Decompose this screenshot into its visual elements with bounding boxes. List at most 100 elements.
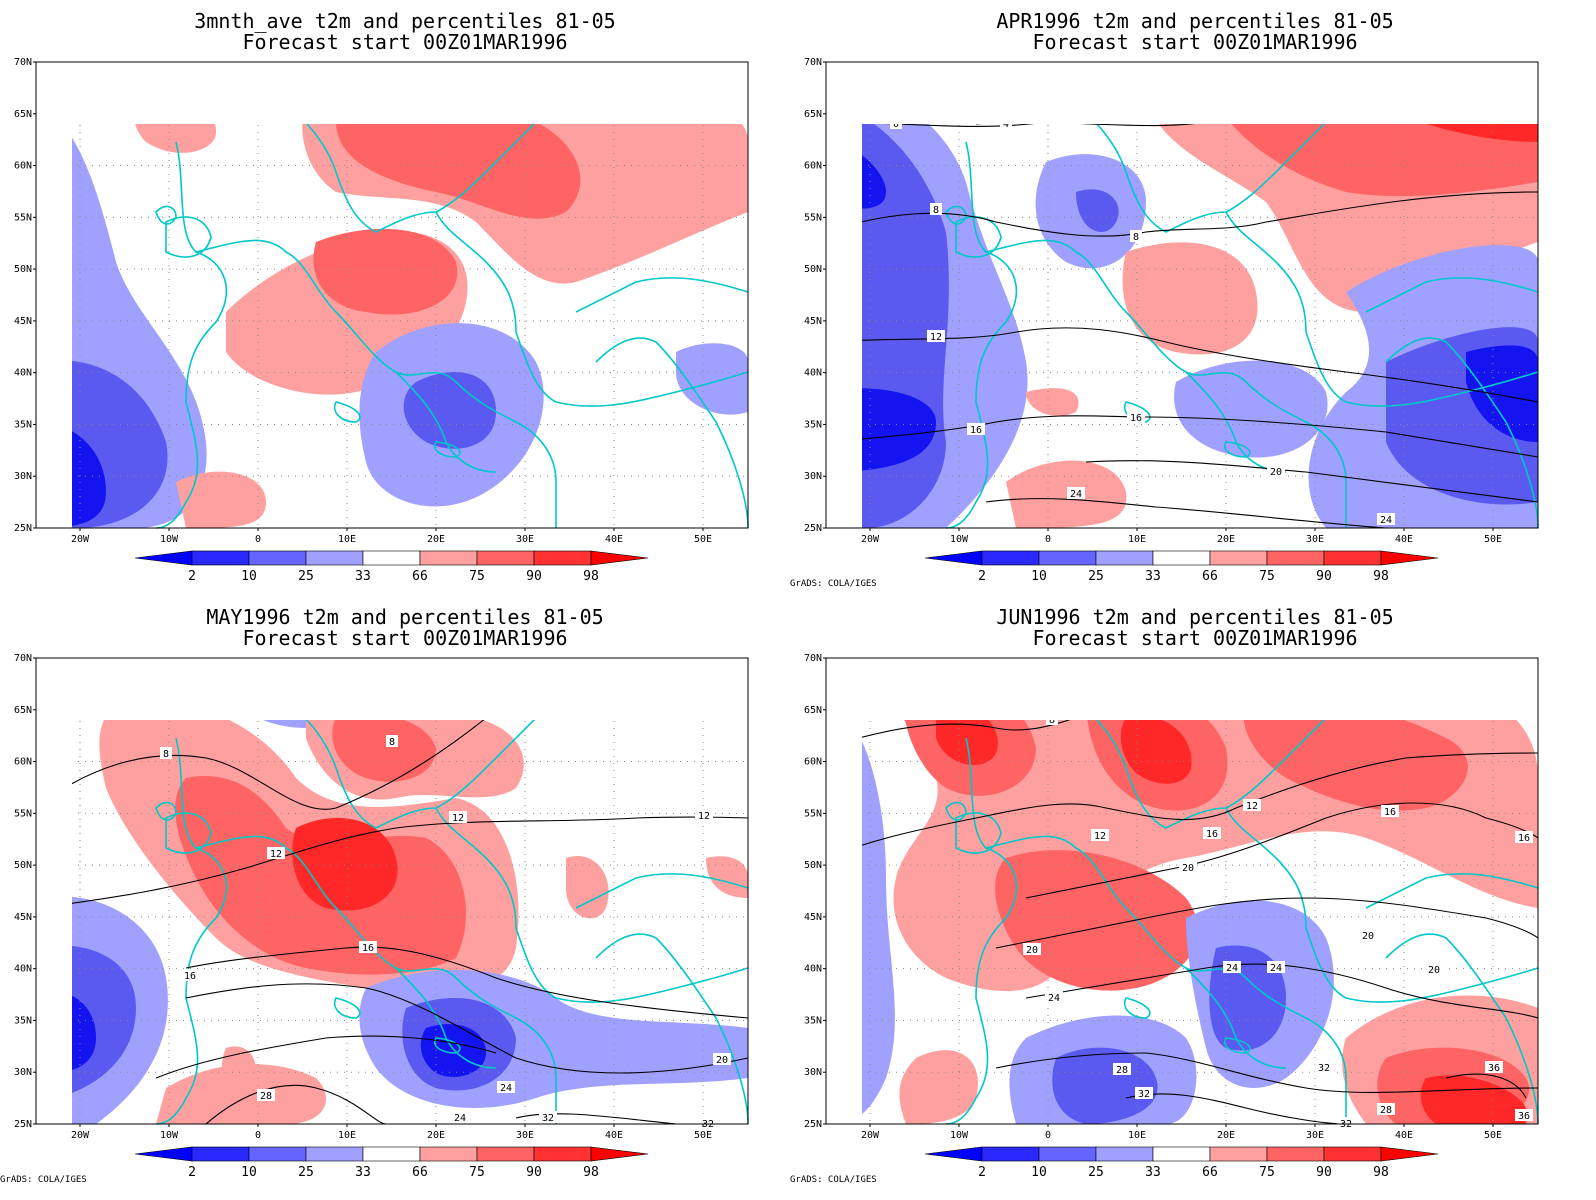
panel-title-line1: APR1996 t2m and percentiles 81-05 bbox=[996, 9, 1393, 33]
lat-tick-label: 25N bbox=[804, 1119, 822, 1130]
coastlines bbox=[945, 124, 1539, 529]
lat-tick-label: 40N bbox=[804, 368, 822, 379]
percentile-shading bbox=[1466, 345, 1538, 442]
panel-title-line2: Forecast start 00Z01MAR1996 bbox=[242, 626, 567, 650]
temperature-contours: 44881212121616242024283232 bbox=[72, 720, 749, 1130]
colorbar-label: 2 bbox=[188, 1165, 196, 1180]
svg-text:8: 8 bbox=[163, 749, 169, 760]
colorbar-segment bbox=[1095, 550, 1154, 566]
colorbar-segment bbox=[191, 550, 250, 566]
percentile-shading bbox=[676, 343, 748, 415]
svg-text:16: 16 bbox=[1206, 829, 1218, 840]
lon-tick-label: 20E bbox=[427, 534, 445, 545]
coastline bbox=[1225, 211, 1539, 407]
colorbar-label: 10 bbox=[1031, 1165, 1047, 1180]
coastline bbox=[945, 141, 1018, 529]
contour-label: 12 bbox=[695, 809, 713, 822]
coastline bbox=[1365, 277, 1539, 313]
map-frame bbox=[35, 61, 749, 529]
lon-tick-label: 50E bbox=[1484, 1130, 1502, 1141]
colorbar-arrow-left bbox=[134, 550, 193, 566]
colorbar-segment bbox=[1038, 1146, 1097, 1162]
colorbar-segment bbox=[1038, 550, 1097, 566]
coastline bbox=[575, 873, 749, 909]
colorbar-label: 90 bbox=[1316, 1165, 1332, 1180]
svg-text:12: 12 bbox=[1094, 831, 1106, 842]
contour-label: 36 bbox=[1485, 1061, 1503, 1074]
colorbar-segment bbox=[248, 1146, 307, 1162]
svg-text:36: 36 bbox=[1518, 1111, 1530, 1122]
lat-tick-label: 40N bbox=[14, 368, 32, 379]
colorbar-label: 25 bbox=[1088, 569, 1104, 584]
coastline bbox=[434, 1037, 461, 1054]
colorbar-label: 66 bbox=[1202, 569, 1218, 584]
percentile-shading bbox=[1120, 720, 1192, 784]
coastline bbox=[155, 141, 228, 529]
lon-tick-label: 20E bbox=[1217, 1130, 1235, 1141]
percentile-shading bbox=[292, 818, 398, 911]
coastline bbox=[1385, 337, 1539, 529]
coastline bbox=[985, 835, 1347, 1124]
panel-jun1996: JUN1996 t2m and percentiles 81-05 Foreca… bbox=[790, 605, 1539, 1185]
svg-text:8: 8 bbox=[1049, 715, 1055, 726]
colorbar-label: 2 bbox=[978, 1165, 986, 1180]
lat-tick-label: 65N bbox=[14, 705, 32, 716]
colorbar-segment bbox=[362, 550, 421, 566]
colorbar-segment bbox=[191, 1146, 250, 1162]
contour-label: 12 bbox=[267, 847, 285, 860]
lat-tick-label: 70N bbox=[14, 653, 32, 664]
colorbar: 2 10 25 33 66 75 90 98 bbox=[924, 550, 1439, 584]
contour-label: 20 bbox=[1359, 929, 1377, 942]
colorbar: 2 10 25 33 66 75 90 98 bbox=[924, 1146, 1439, 1180]
contour-label: 20 bbox=[1179, 861, 1197, 874]
panel-apr1996: APR1996 t2m and percentiles 81-05 Foreca… bbox=[790, 9, 1539, 589]
contour-label: 16 bbox=[181, 969, 199, 982]
colorbar-segment bbox=[533, 1146, 592, 1162]
lon-tick-label: 20E bbox=[427, 1130, 445, 1141]
colorbar-label: 98 bbox=[1373, 1165, 1389, 1180]
colorbar-label: 25 bbox=[298, 569, 314, 584]
lon-tick-label: 40E bbox=[1395, 534, 1413, 545]
contour-label: 28 bbox=[257, 1089, 275, 1102]
lon-tick-label: 50E bbox=[694, 1130, 712, 1141]
coastline bbox=[1185, 967, 1287, 1069]
lat-tick-label: 50N bbox=[804, 860, 822, 871]
colorbar-segment bbox=[1209, 1146, 1268, 1162]
coastline bbox=[434, 441, 461, 458]
percentile-shading bbox=[1174, 360, 1328, 458]
lon-tick-label: 20W bbox=[861, 534, 880, 545]
svg-text:20: 20 bbox=[1362, 931, 1374, 942]
contour-line bbox=[185, 946, 749, 1019]
lon-tick-label: 0 bbox=[255, 1130, 261, 1141]
svg-text:12: 12 bbox=[930, 332, 942, 343]
coastline bbox=[1224, 441, 1251, 458]
coastline bbox=[305, 720, 536, 829]
lat-tick-label: 60N bbox=[14, 757, 32, 768]
colorbar-label: 25 bbox=[298, 1165, 314, 1180]
contour-label: 28 bbox=[1377, 1103, 1395, 1116]
contour-label: 32 bbox=[1315, 1061, 1333, 1074]
contour-line bbox=[862, 752, 1539, 846]
colorbar-label: 90 bbox=[526, 1165, 542, 1180]
coastline bbox=[1124, 401, 1151, 423]
map-contents bbox=[72, 124, 749, 529]
lon-tick-label: 10W bbox=[950, 1130, 969, 1141]
contour-line bbox=[515, 1113, 677, 1125]
lat-tick-label: 35N bbox=[804, 1015, 822, 1026]
lat-tick-label: 70N bbox=[804, 57, 822, 68]
lat-tick-label: 30N bbox=[14, 1067, 32, 1078]
colorbar-arrow-right bbox=[1380, 1146, 1439, 1162]
percentile-shading bbox=[862, 388, 936, 471]
contour-label: 24 bbox=[1067, 487, 1085, 500]
percentile-shading bbox=[1231, 124, 1538, 197]
colorbar-arrow-left bbox=[134, 1146, 193, 1162]
contour-line bbox=[72, 816, 749, 904]
svg-text:24: 24 bbox=[1070, 489, 1082, 500]
lon-tick-label: 10E bbox=[338, 1130, 356, 1141]
svg-text:16: 16 bbox=[362, 943, 374, 954]
contour-label: 12 bbox=[449, 811, 467, 824]
coastlines bbox=[155, 124, 749, 529]
map-area: 0 4 8 8 12 16 16 20 24 24 bbox=[825, 61, 1539, 529]
percentile-shading bbox=[336, 124, 581, 219]
contour-line bbox=[862, 720, 1071, 738]
